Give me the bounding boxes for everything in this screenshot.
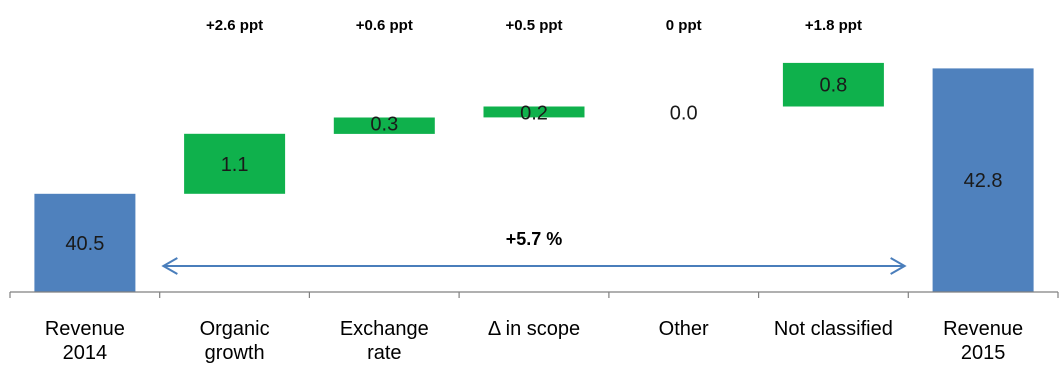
category-label-2: Exchange rate [340,318,429,364]
contribution-label-1: +2.6 ppt [206,17,263,34]
delta-bar-5 [782,62,884,107]
contribution-label-5: +1.8 ppt [805,17,862,34]
category-label-3: Δ in scope [488,318,580,340]
value-label-4: 0.0 [670,103,698,125]
growth-arrow-layer: +5.7 % [161,229,907,275]
contribution-label-4: 0 ppt [666,17,702,34]
value-label-5: 0.8 [819,75,847,97]
category-label-0: Revenue 2014 [45,318,125,364]
value-label-1: 1.1 [221,154,249,176]
value-label-0: 40.5 [65,233,104,255]
growth-arrow-head-left [161,257,178,275]
category-label-1: Organic growth [200,318,270,364]
bars-layer [34,62,1034,293]
delta-bar-2 [333,117,435,134]
category-label-5: Not classified [774,318,893,340]
value-label-6: 42.8 [964,170,1003,192]
delta-bar-1 [184,133,286,194]
category-label-6: Revenue 2015 [943,318,1023,364]
contribution-label-3: +0.5 ppt [505,17,562,34]
total-growth-label: +5.7 % [506,229,563,249]
value-label-3: 0.2 [520,103,548,125]
contribution-label-2: +0.6 ppt [356,17,413,34]
delta-bar-3 [483,106,585,118]
contribution-labels: +2.6 ppt +0.6 ppt +0.5 ppt 0 ppt +1.8 ppt [206,17,862,34]
category-labels: Revenue 2014 Organic growth Exchange rate Δ in… [45,318,1023,364]
total-bar-6 [932,68,1034,293]
category-label-4: Other [659,318,709,340]
x-axis [9,291,1059,298]
growth-arrow-head-right [890,257,907,275]
value-label-2: 0.3 [370,114,398,136]
total-bar-0 [34,193,136,292]
value-labels: 40.5 1.1 0.3 0.2 0.0 0.8 42.8 [65,75,1002,255]
